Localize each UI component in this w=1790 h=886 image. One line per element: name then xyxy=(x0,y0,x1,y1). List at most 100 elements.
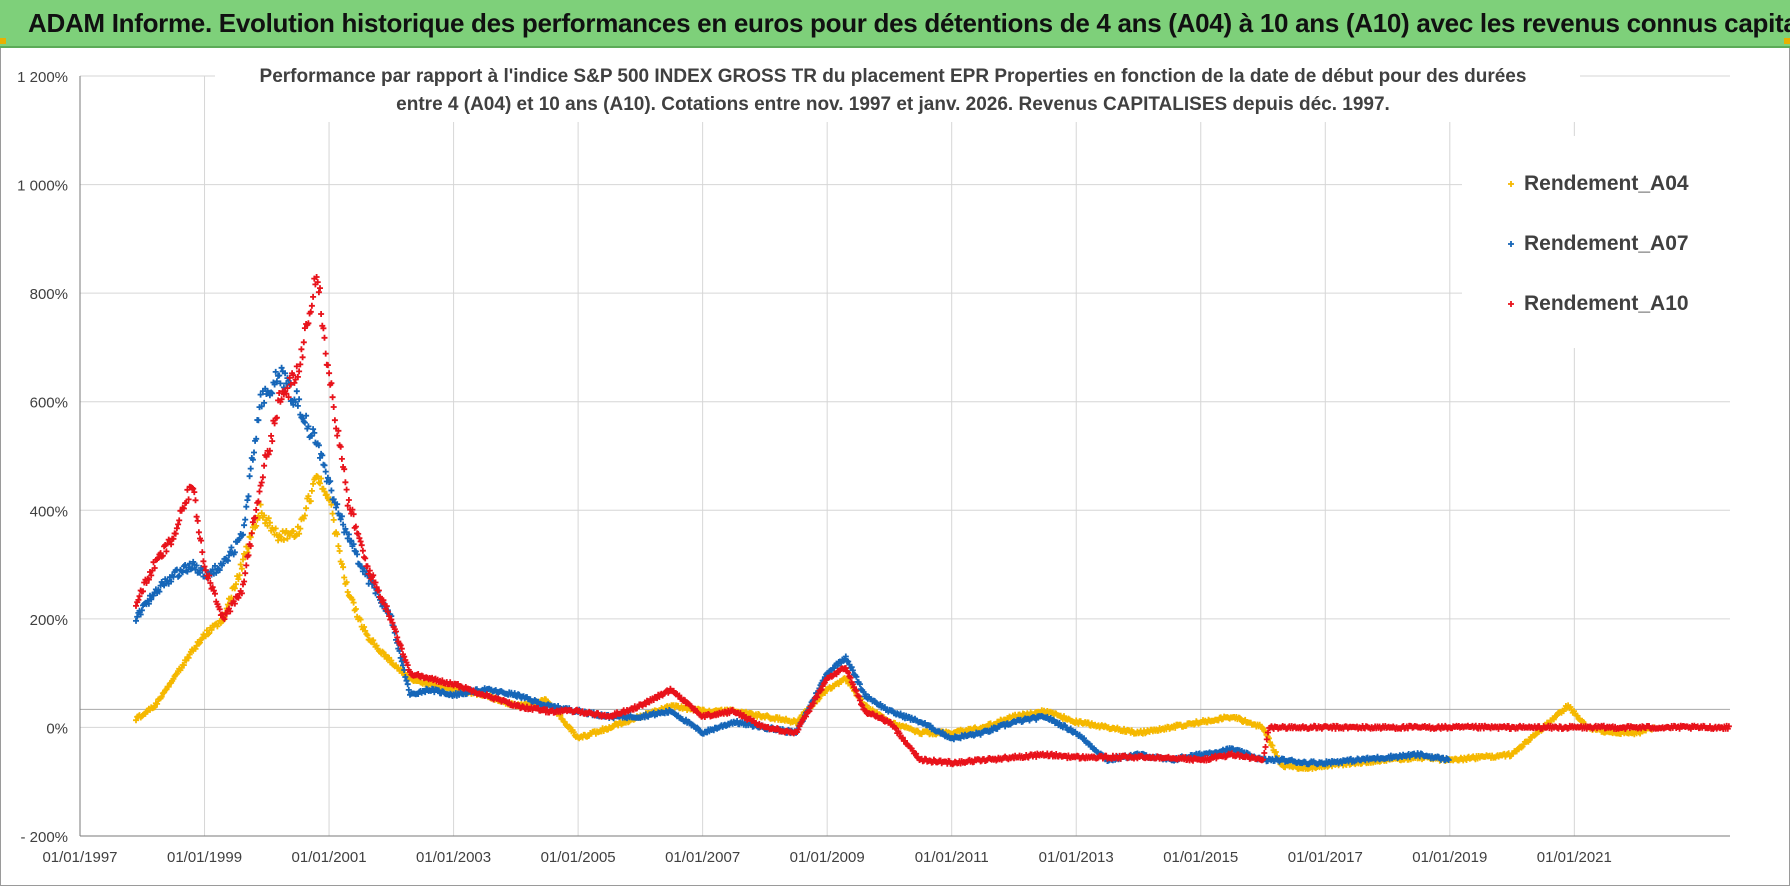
point-rendement-a10 xyxy=(806,708,813,715)
point-rendement-a07 xyxy=(269,390,276,397)
point-rendement-a07 xyxy=(345,531,352,538)
point-rendement-a10 xyxy=(320,325,327,332)
point-rendement-a10 xyxy=(253,506,260,513)
point-rendement-a07 xyxy=(321,462,328,469)
y-tick-label: - 200% xyxy=(20,829,68,846)
point-rendement-a10 xyxy=(896,730,903,737)
point-rendement-a04 xyxy=(338,561,345,567)
point-rendement-a10 xyxy=(1260,756,1266,763)
point-rendement-a10 xyxy=(370,572,377,579)
point-rendement-a07 xyxy=(226,552,232,559)
point-rendement-a04 xyxy=(397,665,404,672)
point-rendement-a10 xyxy=(193,513,200,520)
point-rendement-a10 xyxy=(321,334,328,341)
point-rendement-a10 xyxy=(389,619,396,626)
point-rendement-a07 xyxy=(212,562,218,569)
point-rendement-a10 xyxy=(345,497,352,503)
point-rendement-a10 xyxy=(337,443,344,450)
point-rendement-a10 xyxy=(175,521,182,528)
point-rendement-a04 xyxy=(284,535,291,542)
point-rendement-a10 xyxy=(255,498,262,505)
point-rendement-a04 xyxy=(290,528,297,534)
point-rendement-a10 xyxy=(331,417,338,424)
x-tick-label: 01/01/2017 xyxy=(1288,849,1363,866)
point-rendement-a07 xyxy=(293,388,300,395)
point-rendement-a07 xyxy=(402,674,409,680)
point-rendement-a04 xyxy=(224,601,231,608)
point-rendement-a07 xyxy=(856,681,863,688)
point-rendement-a07 xyxy=(145,600,152,607)
point-rendement-a07 xyxy=(193,562,200,569)
point-rendement-a04 xyxy=(373,642,380,649)
point-rendement-a04 xyxy=(240,556,246,563)
x-tick-label: 01/01/2003 xyxy=(416,849,491,866)
point-rendement-a10 xyxy=(352,523,359,530)
point-rendement-a04 xyxy=(265,515,272,522)
point-rendement-a10 xyxy=(314,279,321,286)
chart-title-line-1: Performance par rapport à l'indice S&P 5… xyxy=(260,66,1527,87)
point-rendement-a04 xyxy=(158,693,165,700)
point-rendement-a10 xyxy=(287,381,294,388)
point-rendement-a10 xyxy=(297,361,304,368)
legend-item: Rendement_A10 xyxy=(1508,292,1689,315)
point-rendement-a04 xyxy=(344,589,351,595)
point-rendement-a10 xyxy=(335,427,342,434)
point-rendement-a07 xyxy=(301,419,308,426)
point-rendement-a07 xyxy=(261,399,268,406)
point-rendement-a10 xyxy=(879,714,886,721)
point-rendement-a07 xyxy=(242,516,249,523)
point-rendement-a10 xyxy=(322,350,329,357)
x-tick-label: 01/01/2015 xyxy=(1163,849,1238,866)
legend-marker xyxy=(1508,241,1514,247)
point-rendement-a07 xyxy=(276,372,283,379)
point-rendement-a10 xyxy=(173,525,180,532)
point-rendement-a10 xyxy=(328,380,335,387)
point-rendement-a04 xyxy=(280,536,287,543)
point-rendement-a10 xyxy=(168,541,175,548)
point-rendement-a10 xyxy=(315,289,322,296)
point-rendement-a07 xyxy=(299,415,306,422)
point-rendement-a04 xyxy=(231,585,238,592)
x-tick-label: 01/01/2019 xyxy=(1412,849,1487,866)
point-rendement-a10 xyxy=(310,293,317,300)
point-rendement-a10 xyxy=(180,505,187,512)
point-rendement-a10 xyxy=(853,687,860,694)
point-rendement-a04 xyxy=(321,488,328,495)
point-rendement-a10 xyxy=(913,750,920,757)
point-rendement-a04 xyxy=(388,657,395,664)
point-rendement-a04 xyxy=(208,626,215,633)
point-rendement-a10 xyxy=(148,572,155,579)
legend-item: Rendement_A04 xyxy=(1508,172,1689,195)
point-rendement-a07 xyxy=(192,566,199,573)
point-rendement-a10 xyxy=(269,438,276,445)
x-tick-label: 01/01/2007 xyxy=(665,849,740,866)
point-rendement-a10 xyxy=(349,506,356,513)
point-rendement-a07 xyxy=(405,686,412,693)
point-rendement-a10 xyxy=(334,432,341,439)
point-rendement-a10 xyxy=(397,642,404,649)
point-rendement-a07 xyxy=(348,537,355,544)
point-rendement-a10 xyxy=(388,616,395,623)
point-rendement-a04 xyxy=(233,581,239,588)
point-rendement-a10 xyxy=(366,567,373,574)
point-rendement-a07 xyxy=(324,474,331,481)
point-rendement-a07 xyxy=(310,426,317,433)
point-rendement-a04 xyxy=(305,493,312,500)
point-rendement-a10 xyxy=(344,502,351,509)
point-rendement-a07 xyxy=(240,531,246,538)
point-rendement-a04 xyxy=(296,530,303,537)
point-rendement-a04 xyxy=(185,654,192,661)
point-rendement-a10 xyxy=(252,514,259,521)
point-rendement-a07 xyxy=(340,521,347,528)
point-rendement-a07 xyxy=(213,569,220,576)
point-rendement-a04 xyxy=(180,662,187,669)
point-rendement-a10 xyxy=(256,488,263,495)
point-rendement-a10 xyxy=(276,390,283,396)
point-rendement-a10 xyxy=(1263,736,1270,743)
point-rendement-a10 xyxy=(307,308,314,315)
point-rendement-a10 xyxy=(176,517,183,524)
point-rendement-a10 xyxy=(285,394,292,401)
point-rendement-a10 xyxy=(268,432,275,439)
point-rendement-a10 xyxy=(278,396,285,403)
point-rendement-a10 xyxy=(375,587,382,594)
